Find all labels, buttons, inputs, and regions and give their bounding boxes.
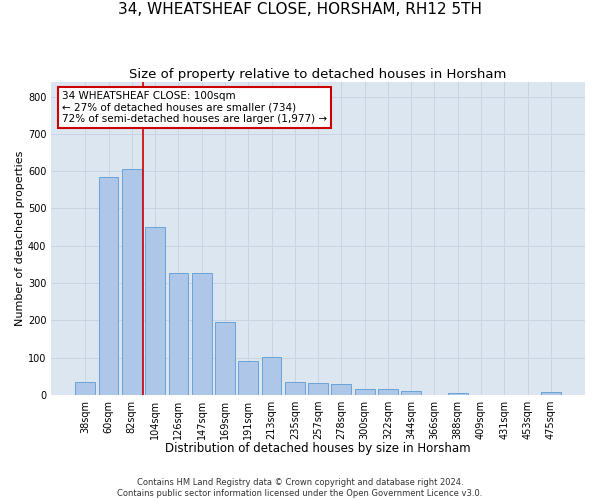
- Text: 34 WHEATSHEAF CLOSE: 100sqm
← 27% of detached houses are smaller (734)
72% of se: 34 WHEATSHEAF CLOSE: 100sqm ← 27% of det…: [62, 91, 327, 124]
- Bar: [169, 272, 188, 395]
- Bar: [145, 227, 165, 395]
- Bar: [355, 388, 374, 395]
- Bar: [192, 272, 212, 395]
- Bar: [308, 382, 328, 395]
- Bar: [378, 390, 398, 395]
- Bar: [262, 357, 281, 395]
- Bar: [98, 176, 118, 395]
- Bar: [215, 322, 235, 395]
- Bar: [122, 170, 142, 395]
- Y-axis label: Number of detached properties: Number of detached properties: [15, 150, 25, 326]
- Bar: [285, 382, 305, 395]
- Bar: [238, 362, 258, 395]
- Bar: [541, 392, 561, 395]
- Bar: [331, 384, 351, 395]
- Text: Contains HM Land Registry data © Crown copyright and database right 2024.
Contai: Contains HM Land Registry data © Crown c…: [118, 478, 482, 498]
- Bar: [76, 382, 95, 395]
- Bar: [448, 393, 467, 395]
- Text: 34, WHEATSHEAF CLOSE, HORSHAM, RH12 5TH: 34, WHEATSHEAF CLOSE, HORSHAM, RH12 5TH: [118, 2, 482, 18]
- X-axis label: Distribution of detached houses by size in Horsham: Distribution of detached houses by size …: [165, 442, 471, 455]
- Bar: [401, 391, 421, 395]
- Title: Size of property relative to detached houses in Horsham: Size of property relative to detached ho…: [130, 68, 507, 80]
